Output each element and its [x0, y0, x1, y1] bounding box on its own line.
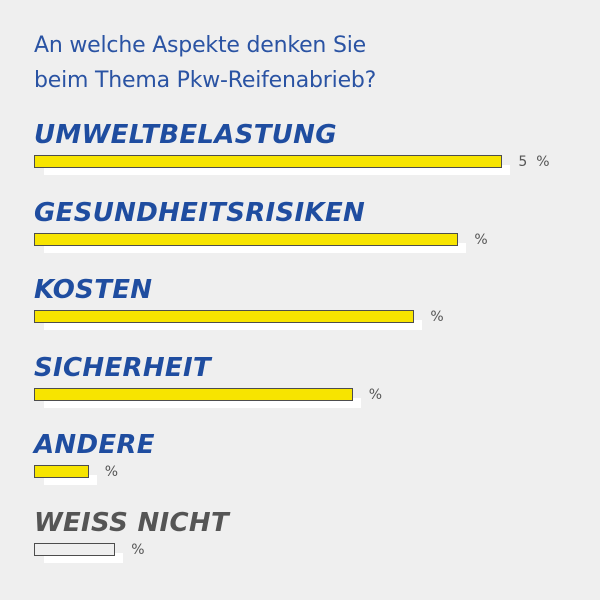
category-label-weiss-nicht: WEISS NICHT [34, 507, 229, 538]
chart-title: An welche Aspekte denken Sie beim Thema … [34, 28, 376, 98]
value-label-kosten: % [430, 309, 444, 325]
bar-row-kosten: KOSTEN% [0, 275, 600, 335]
bar-shadow-gesundheitsrisiken [44, 242, 467, 253]
chart-title-line-1: An welche Aspekte denken Sie [34, 33, 366, 58]
bar-andere [34, 465, 89, 478]
category-label-umweltbelastung: UMWELTBELASTUNG [34, 120, 337, 150]
bar-shadow-kosten [44, 320, 423, 330]
category-label-gesundheitsrisiken: GESUNDHEITSRISIKEN [34, 197, 366, 228]
bar-shadow-andere [44, 475, 97, 485]
bar-row-umweltbelastung: UMWELTBELASTUNG 5 % [0, 120, 600, 180]
value-label-gesundheitsrisiken: % [474, 231, 488, 248]
category-label-sicherheit: SICHERHEIT [34, 352, 211, 383]
category-label-andere: ANDERE [34, 430, 155, 460]
bar-row-weiss-nicht: WEISS NICHT% [0, 508, 600, 568]
bar-gesundheitsrisiken [34, 232, 459, 246]
bar-shadow-sicherheit [44, 397, 361, 408]
value-label-sicherheit: % [368, 386, 383, 403]
bar-row-gesundheitsrisiken: GESUNDHEITSRISIKEN% [0, 198, 600, 258]
value-label-weiss-nicht: % [131, 541, 145, 558]
bar-umweltbelastung [34, 155, 503, 168]
value-label-umweltbelastung: 5 % [518, 154, 550, 170]
bar-row-sicherheit: SICHERHEIT% [0, 353, 600, 413]
bar-shadow-weiss-nicht [44, 552, 124, 563]
bar-row-andere: ANDERE% [0, 430, 600, 490]
bar-shadow-umweltbelastung [44, 165, 511, 175]
bar-weiss-nicht [34, 542, 116, 556]
bar-kosten [34, 310, 415, 323]
chart-title-line-2: beim Thema Pkw-Reifenabrieb? [34, 68, 377, 93]
category-label-kosten: KOSTEN [34, 275, 153, 305]
value-label-andere: % [104, 464, 119, 480]
bar-sicherheit [34, 387, 353, 401]
